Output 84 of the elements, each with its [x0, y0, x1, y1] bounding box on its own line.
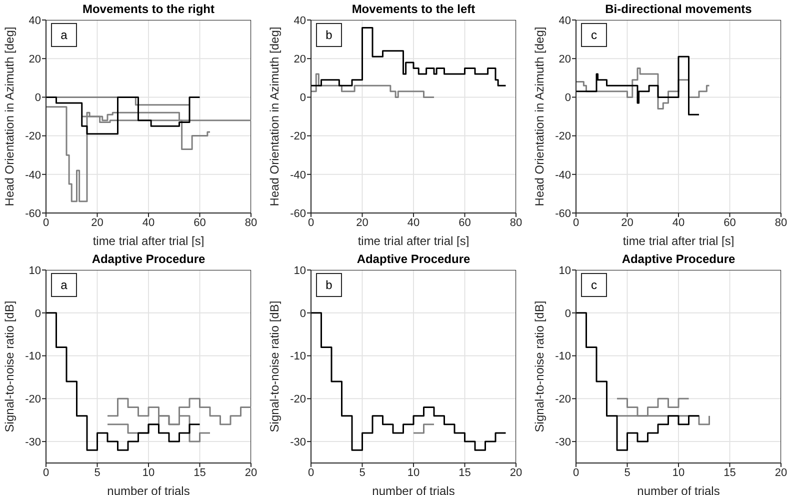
y-tick-label: -40 [25, 169, 41, 182]
y-tick-label: 20 [558, 54, 571, 66]
x-tick-label: 40 [142, 216, 155, 229]
y-axis-title: Head Orientation in Azimuth [deg] [532, 26, 546, 206]
x-tick-label: 60 [724, 216, 736, 229]
x-tick-label: 20 [774, 466, 788, 479]
x-tick-label: 0 [308, 466, 314, 479]
y-tick-label: 0 [300, 308, 306, 320]
y-axis-title: Head Orientation in Azimuth [deg] [267, 26, 282, 206]
x-axis-title: number of trials [107, 484, 190, 495]
x-tick-label: 5 [624, 466, 630, 479]
y-axis-title: Head Orientation in Azimuth [deg] [2, 26, 16, 206]
y-tick-label: -20 [25, 394, 41, 406]
x-tick-label: 20 [356, 216, 368, 229]
y-tick-label: -20 [555, 394, 571, 406]
y-tick-label: 40 [558, 14, 571, 27]
y-tick-label: -40 [555, 169, 571, 182]
y-tick-label: -30 [290, 436, 306, 448]
x-tick-label: 60 [194, 216, 206, 229]
annotation: b [316, 23, 342, 47]
y-tick-label: 20 [294, 54, 306, 66]
y-tick-label: 10 [294, 264, 306, 277]
annotation: a [51, 273, 77, 297]
x-tick-label: 15 [458, 466, 471, 479]
x-tick-label: 0 [42, 466, 50, 479]
x-axis-title: number of trials [637, 484, 720, 495]
annotation: b [316, 273, 342, 297]
y-tick-label: -60 [555, 208, 571, 220]
y-tick-label: -10 [25, 350, 41, 363]
x-tick-label: 10 [142, 466, 155, 479]
annotation: a [51, 23, 77, 47]
y-tick-label: 10 [558, 264, 571, 277]
y-tick-label: -10 [290, 350, 306, 363]
y-axis-title: Signal-to-noise ratio [dB] [267, 300, 282, 432]
y-tick-label: 0 [34, 92, 41, 104]
x-tick-label: 5 [94, 466, 100, 479]
y-tick-label: 0 [564, 308, 571, 320]
y-tick-label: -20 [555, 130, 571, 143]
y-axis-title: Signal-to-noise ratio [dB] [2, 300, 16, 432]
y-tick-label: -20 [25, 130, 41, 143]
x-tick-label: 0 [572, 466, 580, 479]
y-tick-label: 0 [564, 92, 571, 104]
y-tick-label: 0 [34, 308, 41, 320]
x-tick-label: 40 [672, 216, 685, 229]
x-tick-label: 20 [91, 216, 104, 229]
y-tick-label: -20 [290, 394, 306, 406]
chart-title: Adaptive Procedure [90, 252, 206, 266]
chart-title: Movements to the left [350, 2, 476, 16]
x-tick-label: 40 [407, 216, 420, 229]
x-tick-label: 20 [621, 216, 634, 229]
x-tick-label: 60 [458, 216, 471, 229]
x-tick-label: 80 [244, 216, 258, 229]
x-tick-label: 20 [244, 466, 258, 479]
x-tick-label: 0 [42, 216, 50, 229]
x-tick-label: 15 [194, 466, 206, 479]
y-tick-label: -30 [555, 436, 571, 448]
x-tick-label: 20 [510, 466, 522, 479]
y-tick-label: -60 [290, 208, 306, 220]
x-axis-title: number of trials [372, 484, 455, 495]
x-tick-label: 0 [308, 216, 314, 229]
y-tick-label: -20 [290, 130, 306, 143]
x-tick-label: 10 [407, 466, 420, 479]
x-tick-label: 80 [510, 216, 522, 229]
x-tick-label: 10 [672, 466, 685, 479]
x-tick-label: 5 [359, 466, 366, 479]
x-tick-label: 15 [724, 466, 736, 479]
chart-title: Adaptive Procedure [620, 252, 736, 266]
chart-title: Bi-directional movements [604, 2, 753, 16]
y-tick-label: 20 [28, 54, 41, 66]
y-tick-label: 40 [28, 14, 41, 27]
y-tick-label: -40 [290, 169, 306, 182]
y-tick-label: 40 [294, 14, 306, 27]
y-tick-label: -60 [25, 208, 41, 220]
x-tick-label: 0 [572, 216, 580, 229]
y-tick-label: -10 [555, 350, 571, 363]
x-tick-label: 80 [774, 216, 788, 229]
y-axis-title: Signal-to-noise ratio [dB] [532, 300, 546, 432]
annotation: c [581, 273, 607, 297]
annotation: c [581, 23, 607, 47]
y-tick-label: -30 [25, 436, 41, 448]
y-tick-label: 0 [300, 92, 306, 104]
chart-title: Movements to the right [81, 2, 216, 16]
y-tick-label: 10 [28, 264, 41, 277]
chart-title: Adaptive Procedure [356, 252, 472, 266]
